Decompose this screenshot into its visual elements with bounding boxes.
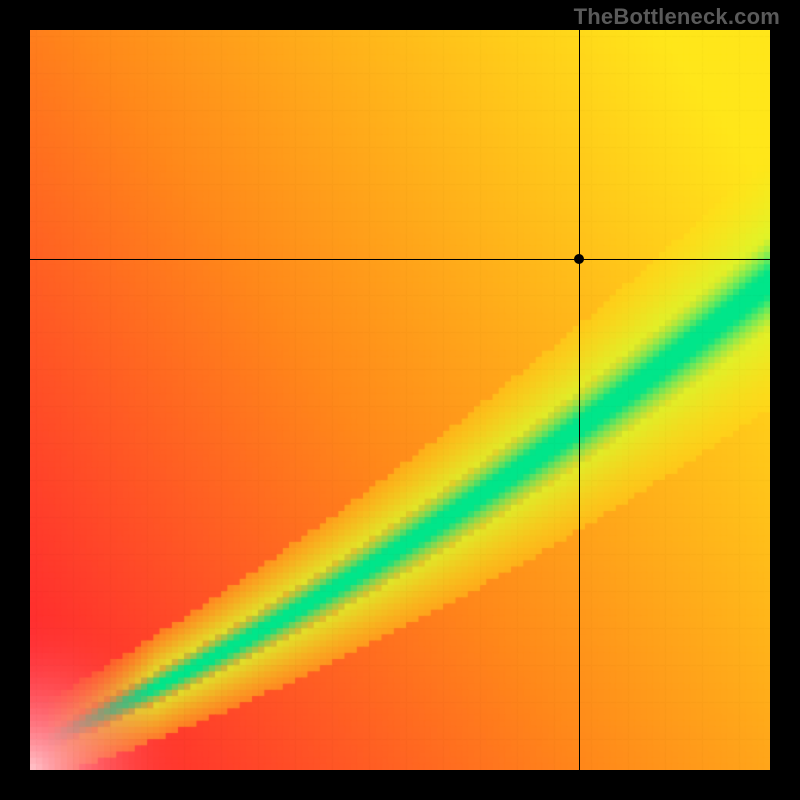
crosshair-marker	[574, 254, 584, 264]
heatmap-canvas	[30, 30, 770, 770]
crosshair-vertical	[579, 30, 580, 770]
chart-container: TheBottleneck.com	[0, 0, 800, 800]
watermark-text: TheBottleneck.com	[574, 4, 780, 30]
crosshair-horizontal	[30, 259, 770, 260]
